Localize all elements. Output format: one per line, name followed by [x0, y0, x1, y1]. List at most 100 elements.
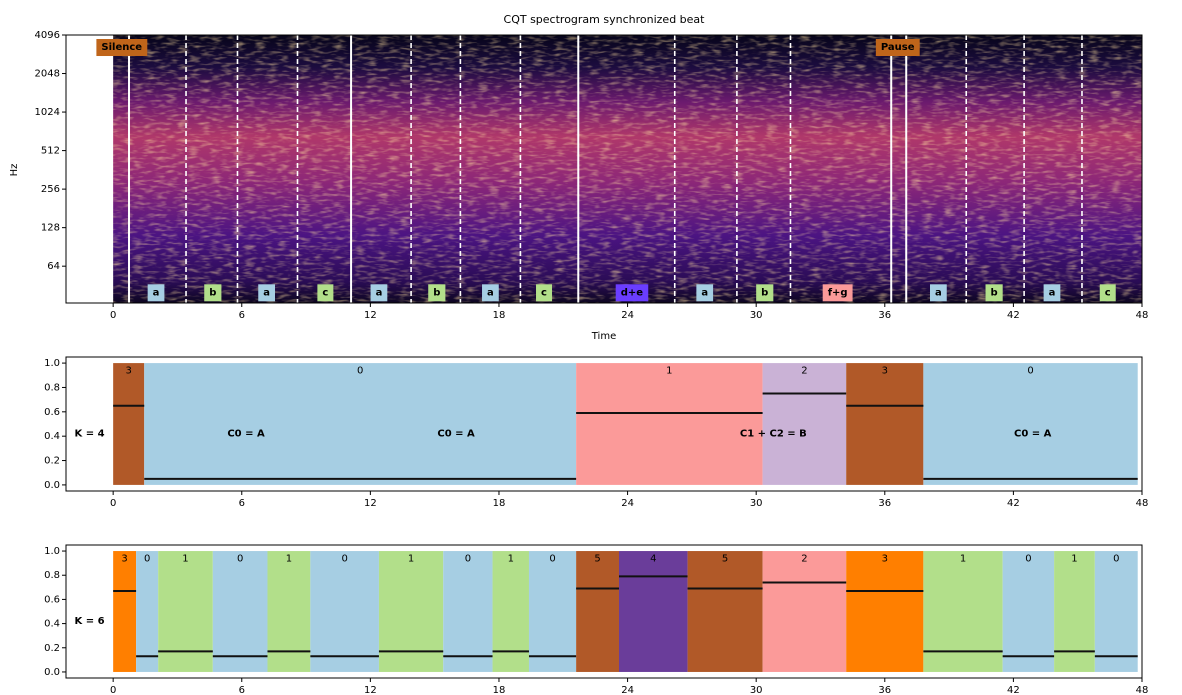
x-tick-label: 42	[1007, 310, 1020, 321]
y-axis-label: Hz	[9, 164, 20, 177]
y-tick-label: 0.8	[44, 382, 60, 393]
segment	[1002, 551, 1055, 672]
segment-label: 0	[1025, 553, 1031, 564]
segment-label: 1	[666, 365, 672, 376]
segment	[158, 551, 213, 672]
annotation: C0 = A	[437, 429, 475, 440]
annotation-box	[929, 284, 947, 302]
annotation-box	[147, 284, 165, 302]
segment-label: 0	[341, 553, 347, 564]
annotation-box	[536, 284, 553, 302]
axes-frame	[65, 544, 1143, 679]
segment	[576, 363, 763, 485]
annotation-box	[428, 284, 446, 302]
x-tick-label: 18	[493, 498, 506, 509]
y-tick-label: 0.0	[44, 667, 60, 678]
annotation-box	[96, 39, 148, 57]
segment	[443, 551, 493, 672]
segment-label: 3	[126, 365, 132, 376]
x-tick-label: 24	[621, 310, 634, 321]
x-tick-label: 36	[878, 310, 891, 321]
annotation: c	[322, 287, 328, 298]
segment	[762, 551, 847, 672]
x-tick-label: 12	[364, 498, 377, 509]
annotation: b	[433, 287, 440, 298]
segment-label: 4	[650, 553, 656, 564]
x-tick-label: 6	[239, 685, 245, 695]
annotation-box	[482, 284, 499, 302]
x-tick-label: 24	[621, 685, 634, 695]
segment	[492, 551, 529, 672]
segment	[1054, 551, 1095, 672]
segment	[846, 363, 924, 485]
y-tick-label: 0.2	[44, 643, 60, 654]
segment	[113, 363, 145, 485]
x-tick-label: 24	[621, 498, 634, 509]
x-tick-label: 30	[750, 685, 763, 695]
y-tick-label: 256	[41, 184, 60, 195]
annotation-box	[370, 284, 388, 302]
y-tick-label: 2048	[35, 69, 60, 80]
segment	[846, 551, 924, 672]
x-tick-label: 18	[493, 310, 506, 321]
segment-label: 1	[182, 553, 188, 564]
segment-label: 3	[121, 553, 127, 564]
annotation: b	[209, 287, 216, 298]
annotation: a	[487, 287, 494, 298]
segment-label: 3	[882, 365, 888, 376]
x-tick-label: 0	[110, 498, 116, 509]
segment-label: 1	[408, 553, 414, 564]
annotation-box	[317, 284, 334, 302]
segment	[687, 551, 763, 672]
panel: Silence Pause a b a c a b a c d+e a b f+g a b a c 0 6 12 18 24…	[35, 30, 1149, 321]
x-tick-label: 42	[1007, 685, 1020, 695]
annotation-box	[696, 284, 714, 302]
segment	[144, 363, 577, 485]
x-tick-label: 36	[878, 685, 891, 695]
x-tick-label: 12	[364, 310, 377, 321]
y-tick-label: 0.6	[44, 594, 60, 605]
annotation-box	[615, 284, 649, 302]
x-tick-label: 18	[493, 685, 506, 695]
annotation: a	[701, 287, 708, 298]
x-tick-label: 6	[239, 498, 245, 509]
segment	[528, 551, 577, 672]
segment	[310, 551, 379, 672]
annotation: a	[1049, 287, 1056, 298]
y-tick-label: 128	[41, 223, 60, 234]
x-tick-label: 36	[878, 498, 891, 509]
annotation: c	[541, 287, 547, 298]
annotation-box	[1099, 284, 1116, 302]
segment-label: 5	[722, 553, 728, 564]
segment	[762, 363, 847, 485]
annotation-box	[1043, 284, 1061, 302]
segment-label: 0	[549, 553, 555, 564]
x-tick-label: 48	[1136, 310, 1149, 321]
y-tick-label: 0.2	[44, 456, 60, 467]
x-tick-label: 30	[750, 498, 763, 509]
y-tick-label: 0.6	[44, 407, 60, 418]
segment	[576, 551, 620, 672]
y-tick-label: 512	[41, 146, 60, 157]
x-tick-label: 42	[1007, 498, 1020, 509]
x-tick-label: 6	[239, 310, 245, 321]
segment-label: 0	[144, 553, 150, 564]
annotation-box	[875, 39, 920, 57]
x-tick-label: 48	[1136, 498, 1149, 509]
segment-label: 0	[465, 553, 471, 564]
segment	[923, 363, 1138, 485]
segment	[212, 551, 268, 672]
annotation: K = 6	[75, 616, 105, 627]
x-tick-label: 30	[750, 310, 763, 321]
y-tick-label: 0.4	[44, 619, 60, 630]
spectrogram-texture	[113, 35, 1142, 303]
x-tick-label: 0	[110, 310, 116, 321]
annotation-box	[756, 284, 774, 302]
segment-label: 1	[508, 553, 514, 564]
segment-label: 1	[960, 553, 966, 564]
annotation: C0 = A	[1014, 429, 1052, 440]
annotation: f+g	[828, 287, 848, 298]
segment-label: 0	[357, 365, 363, 376]
annotation-box	[822, 284, 853, 302]
